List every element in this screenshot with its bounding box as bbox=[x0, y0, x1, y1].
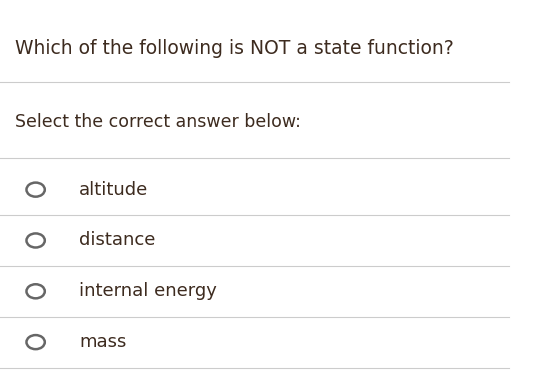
Text: Select the correct answer below:: Select the correct answer below: bbox=[15, 113, 301, 131]
Text: altitude: altitude bbox=[79, 181, 148, 199]
Text: Which of the following is NOT a state function?: Which of the following is NOT a state fu… bbox=[15, 39, 454, 58]
Text: internal energy: internal energy bbox=[79, 282, 217, 300]
Text: mass: mass bbox=[79, 333, 126, 351]
Text: distance: distance bbox=[79, 231, 155, 249]
